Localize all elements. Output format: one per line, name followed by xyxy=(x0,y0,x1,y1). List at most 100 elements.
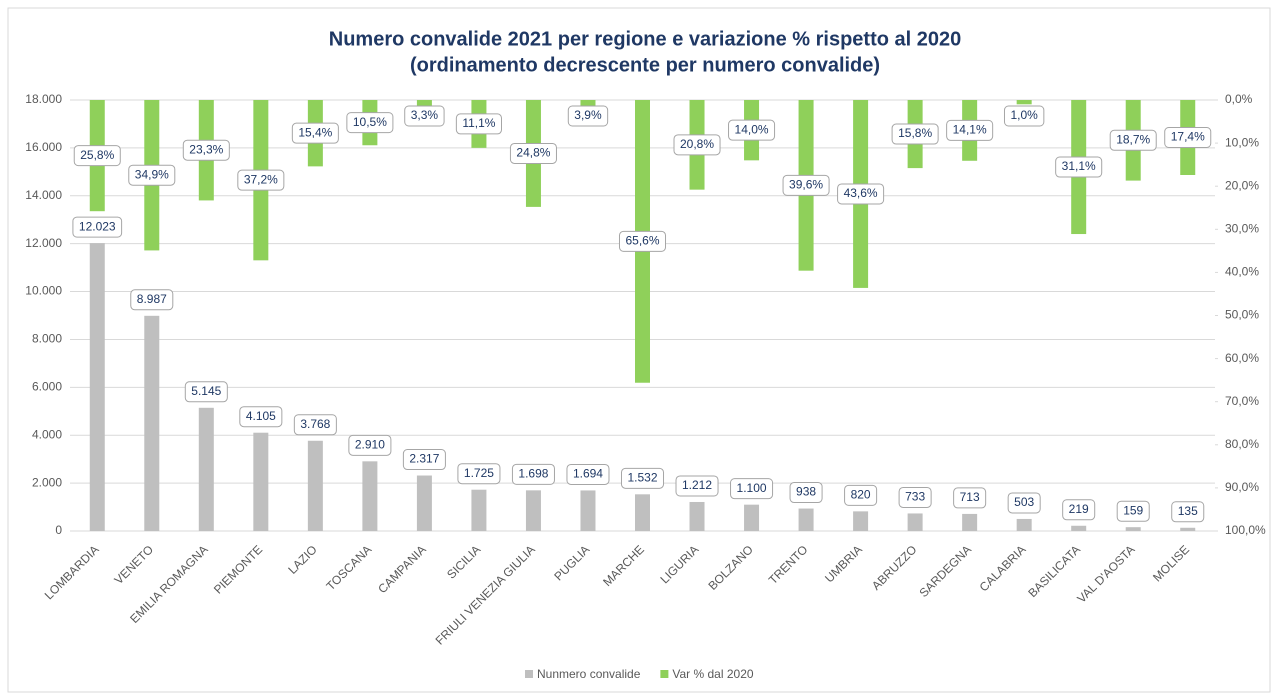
data-label-box xyxy=(566,463,610,485)
data-label: 1,0% xyxy=(1010,108,1038,122)
data-label-box xyxy=(72,216,123,238)
data-label: 15,8% xyxy=(898,126,932,140)
data-label-box xyxy=(457,463,501,485)
data-label-box xyxy=(404,105,445,127)
data-label: 4.105 xyxy=(246,409,276,423)
data-label-box xyxy=(509,142,557,164)
data-label-box xyxy=(567,105,609,127)
bar xyxy=(307,440,323,531)
data-label: 733 xyxy=(905,490,925,504)
data-label: 135 xyxy=(1178,504,1198,518)
data-label-box xyxy=(946,119,994,141)
data-label-box xyxy=(184,381,228,403)
y2-tick-label: 0,0% xyxy=(1225,92,1253,106)
data-label-box xyxy=(346,112,394,134)
data-label: 938 xyxy=(796,485,816,499)
y-tick-label: 10.000 xyxy=(25,284,62,298)
data-label-box xyxy=(673,134,721,156)
y-tick-label: 0 xyxy=(55,523,62,537)
bar xyxy=(962,513,978,531)
bar xyxy=(471,489,487,531)
legend-label: Var % dal 2020 xyxy=(672,667,753,681)
bar xyxy=(580,490,596,531)
y-tick-label: 14.000 xyxy=(25,188,62,202)
data-label-box xyxy=(1164,126,1212,148)
data-label: 23,3% xyxy=(189,142,223,156)
y-tick-label: 6.000 xyxy=(32,380,62,394)
data-label: 31,1% xyxy=(1062,159,1096,173)
bar xyxy=(689,501,705,531)
data-label-box xyxy=(1007,492,1041,514)
data-label-box xyxy=(891,123,939,145)
data-label: 39,6% xyxy=(789,178,823,192)
data-label-box xyxy=(728,119,776,141)
data-label-box xyxy=(1171,501,1205,523)
data-label-box xyxy=(73,145,121,167)
data-label: 14,1% xyxy=(953,123,987,137)
data-label: 10,5% xyxy=(353,115,387,129)
data-label-box xyxy=(130,289,174,311)
data-label-box xyxy=(511,463,555,485)
data-label: 25,8% xyxy=(80,148,114,162)
bar xyxy=(907,513,923,531)
data-label: 15,4% xyxy=(298,125,332,139)
data-label: 2.910 xyxy=(355,437,385,451)
data-label: 12.023 xyxy=(79,219,116,233)
data-label: 65,6% xyxy=(625,234,659,248)
data-label-box xyxy=(620,467,665,489)
data-label-box xyxy=(128,164,176,186)
data-label-box xyxy=(402,449,446,471)
bar xyxy=(253,432,269,531)
data-label: 1.212 xyxy=(682,478,712,492)
y2-tick-label: 60,0% xyxy=(1225,351,1259,365)
legend-swatch xyxy=(525,670,533,678)
data-label-box xyxy=(675,475,719,497)
data-label-box xyxy=(898,486,932,508)
y2-tick-label: 90,0% xyxy=(1225,480,1259,494)
data-label: 2.317 xyxy=(409,452,439,466)
y-tick-label: 16.000 xyxy=(25,140,62,154)
data-label: 14,0% xyxy=(735,122,769,136)
y2-tick-label: 30,0% xyxy=(1225,221,1259,235)
data-label-box xyxy=(789,482,823,504)
bar xyxy=(1016,100,1032,105)
data-label-box xyxy=(618,230,667,252)
bar xyxy=(744,504,760,531)
bar xyxy=(1180,527,1196,531)
y2-tick-label: 40,0% xyxy=(1225,265,1259,279)
bar xyxy=(362,461,378,531)
data-label: 159 xyxy=(1123,503,1143,517)
data-label: 8.987 xyxy=(137,292,167,306)
data-label-box xyxy=(182,139,230,161)
data-label-box xyxy=(455,113,502,135)
bar xyxy=(1125,527,1141,531)
bar xyxy=(853,511,869,531)
bar xyxy=(416,475,432,531)
y2-tick-label: 100,0% xyxy=(1225,523,1266,537)
data-label-box xyxy=(293,414,337,436)
data-label: 1.532 xyxy=(627,470,657,484)
bar xyxy=(525,490,541,531)
data-label: 503 xyxy=(1014,495,1034,509)
data-label-box xyxy=(837,183,885,205)
data-label-box xyxy=(1116,500,1150,522)
data-label: 34,9% xyxy=(135,167,169,181)
data-label: 713 xyxy=(960,490,980,504)
data-label: 20,8% xyxy=(680,137,714,151)
data-label: 18,7% xyxy=(1116,132,1150,146)
data-label: 5.145 xyxy=(191,384,221,398)
y2-tick-label: 10,0% xyxy=(1225,135,1259,149)
data-label: 37,2% xyxy=(244,172,278,186)
data-label-box xyxy=(1109,129,1157,151)
data-label: 219 xyxy=(1069,502,1089,516)
bar xyxy=(198,407,214,531)
bar xyxy=(1016,518,1032,531)
y-tick-label: 12.000 xyxy=(25,236,62,250)
legend-label: Nunmero convalide xyxy=(537,667,641,681)
data-label-box xyxy=(239,406,283,428)
data-label: 1.100 xyxy=(737,481,767,495)
data-label: 3,9% xyxy=(574,108,602,122)
data-label: 11,1% xyxy=(462,116,495,130)
